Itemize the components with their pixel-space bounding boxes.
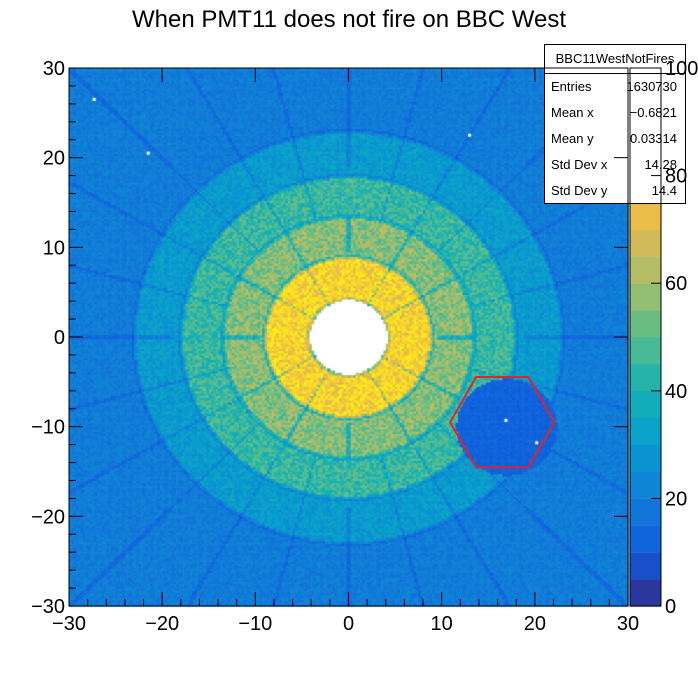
colorbar-tick-label: 0 bbox=[665, 596, 676, 618]
colorbar-frame bbox=[629, 67, 662, 607]
plot-frame bbox=[68, 67, 629, 607]
x-tick-label: −30 bbox=[52, 613, 86, 635]
x-tick-label: 30 bbox=[617, 613, 639, 635]
colorbar-tick-label: 20 bbox=[665, 488, 687, 510]
y-tick-label: −20 bbox=[31, 506, 65, 528]
stats-row-std-y: Std Dev y 14.4 bbox=[545, 178, 685, 204]
chart-title: When PMT11 does not fire on BBC West bbox=[132, 6, 566, 33]
x-tick-label: 20 bbox=[524, 613, 546, 635]
colorbar-tick-label: 40 bbox=[665, 381, 687, 403]
stats-label: Entries bbox=[551, 79, 592, 94]
colorbar-tick-label: 60 bbox=[665, 273, 687, 295]
stats-label: Std Dev y bbox=[551, 183, 608, 198]
y-tick-label: −30 bbox=[31, 596, 65, 618]
x-tick-label: −20 bbox=[145, 613, 179, 635]
stats-value: 14.4 bbox=[651, 183, 677, 198]
colorbar-tick-label: 100 bbox=[665, 58, 698, 80]
colorbar-tick-label: 80 bbox=[665, 166, 687, 188]
stats-value: 1630730 bbox=[626, 79, 677, 94]
y-tick-label: −10 bbox=[31, 417, 65, 439]
stats-row-mean-y: Mean y 0.03314 bbox=[545, 126, 685, 152]
y-tick-label: 20 bbox=[43, 148, 65, 170]
y-tick-label: 0 bbox=[54, 327, 65, 349]
y-tick-label: 30 bbox=[43, 58, 65, 80]
stats-value: 0.03314 bbox=[630, 131, 677, 146]
y-tick-label: 10 bbox=[43, 237, 65, 259]
stats-label: Mean x bbox=[551, 105, 594, 120]
stats-label: Std Dev x bbox=[551, 157, 608, 172]
stats-row-mean-x: Mean x −0.6821 bbox=[545, 100, 685, 126]
x-tick-label: 0 bbox=[343, 613, 354, 635]
stats-box-title: BBC11WestNotFires bbox=[545, 45, 685, 74]
highlight-hexagon bbox=[448, 376, 556, 469]
x-tick-label: −10 bbox=[238, 613, 272, 635]
stats-box: BBC11WestNotFires Entries 1630730 Mean x… bbox=[544, 44, 686, 204]
stats-value: −0.6821 bbox=[629, 105, 677, 120]
x-tick-label: 10 bbox=[431, 613, 453, 635]
stats-label: Mean y bbox=[551, 131, 594, 146]
stats-row-entries: Entries 1630730 bbox=[545, 74, 685, 100]
